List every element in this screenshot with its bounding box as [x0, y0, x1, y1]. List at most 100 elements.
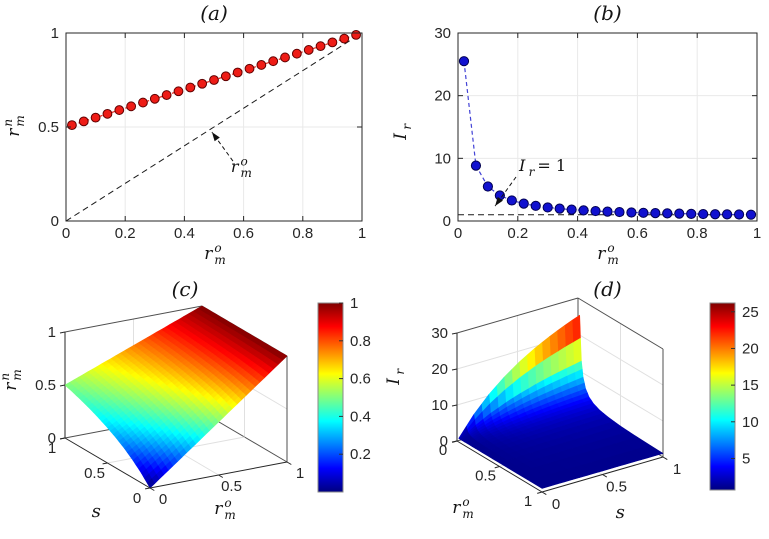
colorbar-tick-label: 25 — [742, 304, 759, 321]
data-point — [339, 33, 350, 44]
z-axis-tick — [451, 440, 458, 443]
data-point — [518, 198, 529, 209]
panel-b-title: (b) — [593, 1, 622, 25]
data-point — [327, 37, 338, 48]
s-axis-label: s — [92, 501, 101, 522]
r-axis-tick — [149, 487, 155, 491]
colorbar — [709, 302, 736, 491]
z-axis-tick — [59, 384, 66, 387]
colorbar-tick-label: 10 — [742, 414, 759, 431]
data-point — [185, 82, 196, 93]
s-axis-tick — [662, 456, 668, 461]
data-point — [244, 63, 255, 74]
data-point — [482, 181, 493, 192]
y-axis-label: Ir — [391, 123, 414, 141]
s-axis-tick — [541, 491, 547, 496]
surface-cell — [565, 342, 575, 369]
annotation-arrow-head — [495, 196, 503, 207]
data-point — [291, 48, 302, 59]
math-base: r — [452, 498, 461, 518]
data-point — [506, 195, 517, 206]
panel-d-title: (d) — [593, 277, 622, 301]
s-axis-tick — [145, 487, 151, 490]
surface-cell — [549, 351, 560, 377]
y-tick-label: 20 — [434, 88, 451, 105]
math-text: s — [92, 501, 101, 522]
colorbar-tick-label: 0.8 — [350, 333, 371, 350]
data-point — [220, 71, 231, 82]
axes-box — [457, 32, 758, 222]
math-sub: m — [240, 166, 251, 180]
data-point — [280, 52, 290, 63]
x-tick-label: 0.6 — [627, 225, 648, 242]
data-point — [542, 202, 553, 213]
s-axis-label: s — [616, 502, 625, 523]
y-tick-label: 0 — [51, 213, 59, 230]
math-sub: m — [10, 369, 24, 380]
z-axis-tick-label: 0 — [440, 433, 448, 450]
data-point — [173, 86, 184, 97]
z-axis-tick — [451, 404, 458, 407]
z-axis-tick-label: 20 — [431, 361, 448, 378]
r-axis-tick-label: 0 — [439, 442, 447, 459]
data-point — [138, 97, 148, 108]
data-point — [722, 209, 733, 220]
colorbar — [317, 302, 344, 493]
s-axis-tick-label: 0 — [552, 496, 560, 513]
z-axis-tick-label: 1 — [48, 324, 56, 341]
math-base: I — [391, 133, 411, 141]
surface — [458, 314, 664, 489]
s-axis-tick-label: 0.5 — [84, 465, 105, 482]
math-sup: o — [240, 155, 247, 169]
r-axis-tick-label: 1 — [296, 465, 304, 482]
surface-cell — [557, 346, 567, 373]
y-tick-label: 30 — [434, 25, 451, 42]
data-point — [351, 29, 361, 40]
box-edge-top — [456, 297, 579, 334]
data-point — [638, 207, 649, 218]
colorbar-tick-label: 1 — [350, 295, 358, 312]
data-point — [566, 204, 577, 215]
colorbar-tick-label: 0.2 — [350, 446, 371, 463]
series-line — [463, 61, 752, 216]
math-sub: m — [224, 508, 235, 522]
colorbar-tick-label: 15 — [742, 377, 759, 394]
reference-line — [65, 32, 363, 222]
surface-cell — [528, 478, 550, 489]
data-point — [554, 203, 565, 214]
math-sub: m — [13, 115, 27, 126]
data-point — [710, 209, 721, 220]
data-point — [232, 67, 243, 78]
z-axis-label: Ir — [384, 368, 407, 386]
math-base: s — [616, 502, 625, 523]
r-axis-tick — [537, 491, 543, 494]
y-tick-label: 1 — [51, 25, 59, 42]
data-point — [303, 45, 314, 55]
math-tail: = 1 — [537, 156, 566, 175]
data-point — [90, 112, 101, 123]
r-axis-tick-label: 0 — [159, 491, 167, 508]
x-tick-label: 0.8 — [687, 225, 708, 242]
data-point — [256, 60, 267, 70]
data-point — [602, 206, 613, 217]
math-text: rnm — [0, 369, 24, 391]
colorbar-tick-label: 0.6 — [350, 371, 371, 388]
box-edge-top — [577, 297, 664, 350]
data-point — [102, 108, 113, 119]
x-tick-label: 0.2 — [507, 225, 528, 242]
s-axis-tick — [102, 462, 108, 465]
math-text: s — [616, 502, 625, 523]
z-axis-tick — [59, 437, 66, 440]
box-edge-top — [64, 305, 203, 333]
data-point — [126, 101, 137, 112]
colorbar-tick-label: 20 — [742, 340, 759, 357]
data-point — [67, 120, 77, 131]
